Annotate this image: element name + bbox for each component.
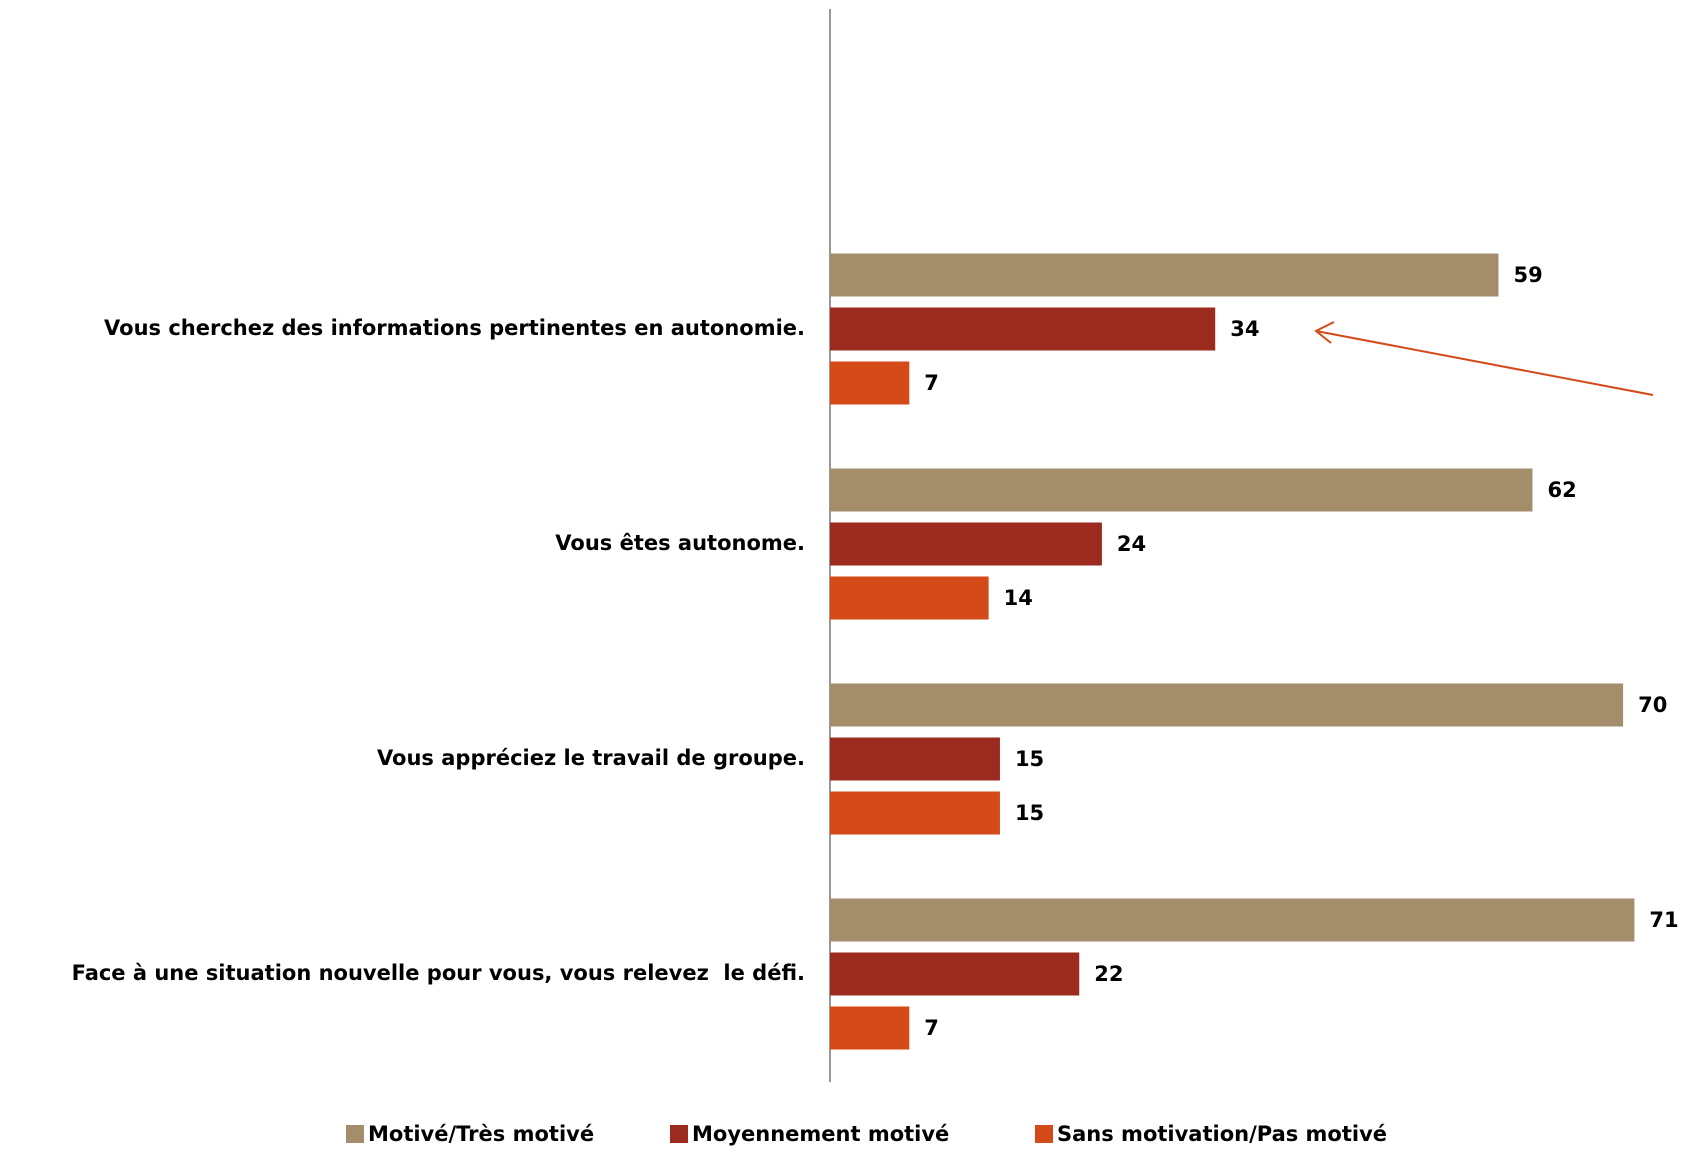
- bar: [830, 576, 989, 620]
- legend-swatch: [1035, 1125, 1053, 1143]
- value-label: 62: [1547, 478, 1576, 502]
- bar: [830, 522, 1102, 566]
- value-label: 59: [1513, 263, 1542, 287]
- value-label: 7: [924, 371, 939, 395]
- bar: [830, 253, 1499, 297]
- legend-label: Motivé/Très motivé: [368, 1122, 594, 1146]
- bar: [830, 898, 1635, 942]
- bar: [830, 1006, 910, 1050]
- arrow-head: [1314, 321, 1335, 344]
- category-label: Vous appréciez le travail de groupe.: [377, 746, 805, 770]
- value-label: 15: [1015, 747, 1044, 771]
- value-label: 15: [1015, 801, 1044, 825]
- category-label: Vous cherchez des informations pertinent…: [104, 316, 805, 340]
- bar: [830, 791, 1000, 835]
- value-label: 7: [924, 1016, 939, 1040]
- bar: [830, 307, 1216, 351]
- bar: [830, 683, 1624, 727]
- value-label: 34: [1230, 317, 1259, 341]
- category-label: Vous êtes autonome.: [555, 531, 805, 555]
- value-label: 70: [1638, 693, 1667, 717]
- legend-swatch: [670, 1125, 688, 1143]
- value-label: 24: [1117, 532, 1146, 556]
- value-label: 71: [1649, 908, 1678, 932]
- annotation-arrow: [1315, 330, 1654, 396]
- legend-label: Moyennement motivé: [692, 1122, 949, 1146]
- value-label: 22: [1094, 962, 1123, 986]
- category-label: Face à une situation nouvelle pour vous,…: [72, 961, 805, 985]
- bar: [830, 468, 1533, 512]
- value-label: 14: [1004, 586, 1033, 610]
- bar: [830, 952, 1080, 996]
- bar: [830, 361, 910, 405]
- legend-swatch: [346, 1125, 364, 1143]
- bar: [830, 737, 1000, 781]
- legend-label: Sans motivation/Pas motivé: [1057, 1122, 1387, 1146]
